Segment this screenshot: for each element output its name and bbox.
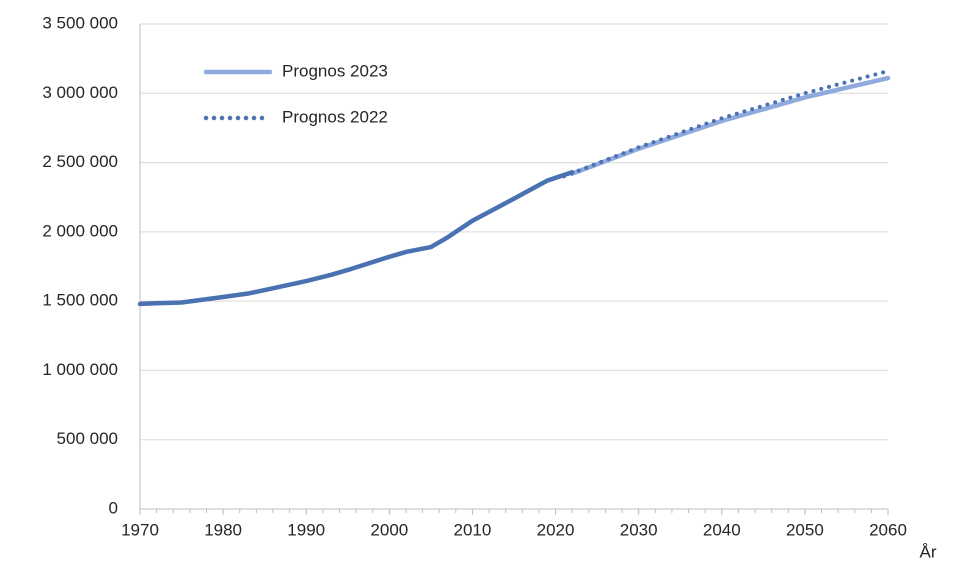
legend-label: Prognos 2023 xyxy=(282,61,388,80)
legend-label: Prognos 2022 xyxy=(282,107,388,126)
y-tick-label: 3 500 000 xyxy=(42,13,118,32)
x-tick-label: 2010 xyxy=(454,520,492,539)
x-tick-label: 2060 xyxy=(869,520,907,539)
x-tick-label: 2030 xyxy=(620,520,658,539)
y-tick-label: 2 000 000 xyxy=(42,221,118,240)
y-tick-label: 1 500 000 xyxy=(42,291,118,310)
y-tick-label: 3 000 000 xyxy=(42,83,118,102)
y-tick-label: 0 xyxy=(109,498,118,517)
series-line xyxy=(137,170,575,307)
x-axis-label: År xyxy=(920,542,937,561)
x-tick-label: 1980 xyxy=(204,520,242,539)
x-tick-label: 1990 xyxy=(287,520,325,539)
x-tick-label: 2040 xyxy=(703,520,741,539)
y-tick-label: 2 500 000 xyxy=(42,152,118,171)
series-line xyxy=(569,75,891,176)
x-tick-label: 2000 xyxy=(370,520,408,539)
x-tick-label: 2050 xyxy=(786,520,824,539)
y-tick-label: 500 000 xyxy=(57,429,118,448)
series-line xyxy=(561,69,890,179)
x-tick-label: 2020 xyxy=(537,520,575,539)
x-tick-label: 1970 xyxy=(121,520,159,539)
y-tick-label: 1 000 000 xyxy=(42,360,118,379)
